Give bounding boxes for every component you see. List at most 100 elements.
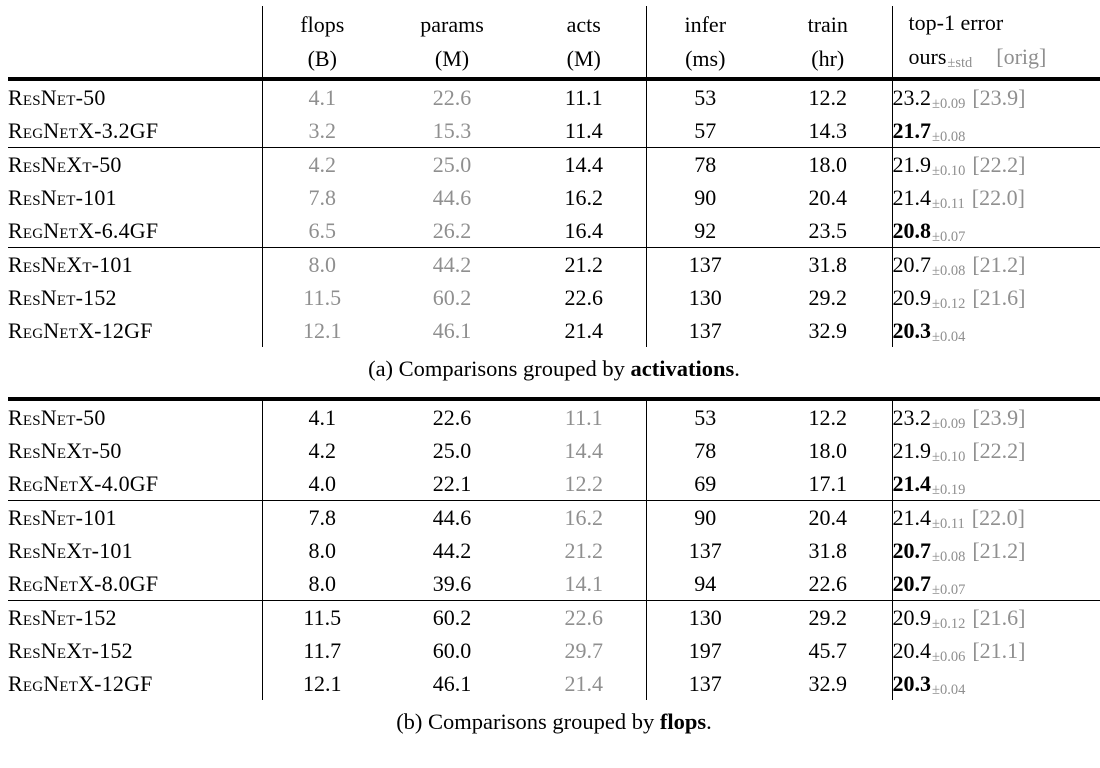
train-value: 29.2 bbox=[808, 604, 848, 630]
flops-value: 6.5 bbox=[261, 214, 382, 248]
caption-b-suffix: . bbox=[706, 709, 712, 734]
params-value: 25.0 bbox=[432, 151, 472, 177]
error-ours-value: 20.7 bbox=[892, 537, 932, 563]
params-value: 26.2 bbox=[382, 214, 522, 248]
caption-a-keyword: activations bbox=[630, 356, 735, 381]
header-model-col bbox=[8, 6, 262, 81]
train-value: 14.3 bbox=[764, 114, 892, 148]
error-std-value: ±0.06 bbox=[932, 648, 966, 665]
error-orig-value: [23.9] bbox=[972, 404, 1026, 430]
table-b-body: ResNet-50 4.1 22.6 11.1 53 12.2 23.2±0.09 [23.9… bbox=[8, 399, 1100, 700]
model-name: RegNetX-4.0GF bbox=[8, 467, 262, 501]
header-train-unit: (hr) bbox=[811, 45, 845, 71]
error-orig-value: [21.6] bbox=[972, 604, 1026, 630]
model-name: ResNet-101 bbox=[8, 184, 117, 210]
error-std-value: ±0.07 bbox=[932, 228, 966, 245]
table-row: ResNeXt-50 4.2 25.0 14.4 78 18.0 21.9±0.10 [22.… bbox=[8, 434, 1100, 467]
header-top1-error-label: top-1 error bbox=[908, 10, 1004, 35]
table-row: ResNet-50 4.1 22.6 11.1 53 12.2 23.2±0.09 [23.9… bbox=[8, 399, 1100, 434]
flops-value: 12.1 bbox=[261, 667, 382, 700]
infer-value: 57 bbox=[645, 114, 764, 148]
header-acts-unit: (M) bbox=[566, 45, 601, 71]
model-name: RegNetX-3.2GF bbox=[8, 114, 262, 148]
error-ours-value: 20.7 bbox=[892, 251, 932, 277]
table-row: RegNetX-3.2GF 3.2 15.3 11.4 57 14.3 21.7±0.08 bbox=[8, 114, 1100, 148]
table-row: RegNetX-6.4GF 6.5 26.2 16.4 92 23.5 20.8±0.07 bbox=[8, 214, 1100, 248]
error-ours-value: 20.9 bbox=[892, 284, 932, 310]
table-row: RegNetX-4.0GF 4.0 22.1 12.2 69 17.1 21.4±0.19 bbox=[8, 467, 1100, 501]
error-ours-value: 21.4 bbox=[892, 470, 932, 496]
flops-value: 11.5 bbox=[261, 281, 382, 314]
error-std-value: ±0.10 bbox=[932, 162, 966, 179]
header-params-unit: (M) bbox=[434, 45, 470, 71]
model-name: RegNetX-12GF bbox=[8, 670, 153, 696]
params-value: 60.2 bbox=[432, 284, 472, 310]
error-ours-value: 21.4 bbox=[892, 504, 932, 530]
acts-value: 22.6 bbox=[564, 284, 604, 310]
error-ours-value: 20.4 bbox=[892, 637, 932, 663]
error-std-value: ±0.08 bbox=[932, 548, 966, 565]
caption-a-suffix: . bbox=[734, 356, 740, 381]
acts-value: 12.2 bbox=[522, 467, 646, 501]
model-name: ResNeXt-152 bbox=[8, 637, 133, 663]
train-value: 18.0 bbox=[808, 437, 848, 463]
error-std-value: ±0.10 bbox=[932, 448, 966, 465]
table-row: ResNeXt-101 8.0 44.2 21.2 137 31.8 20.7±0.08 [2… bbox=[8, 247, 1100, 281]
acts-value: 11.1 bbox=[564, 404, 603, 430]
error-std-value: ±0.04 bbox=[932, 681, 966, 698]
train-value: 12.2 bbox=[808, 84, 848, 110]
error-std-value: ±0.11 bbox=[932, 515, 965, 532]
error-std-value: ±0.09 bbox=[932, 95, 966, 112]
top1-error-value: 20.9±0.12 [21.6] bbox=[891, 281, 1100, 314]
error-std-value: ±0.12 bbox=[932, 295, 966, 312]
train-value: 31.8 bbox=[808, 537, 848, 563]
params-value: 44.2 bbox=[432, 251, 472, 277]
error-orig-value: [22.2] bbox=[972, 437, 1026, 463]
table-row: ResNeXt-50 4.2 25.0 14.4 78 18.0 21.9±0.10 [22.… bbox=[8, 147, 1100, 181]
error-orig-value: [21.1] bbox=[972, 637, 1026, 663]
acts-value: 16.4 bbox=[522, 214, 646, 248]
error-std-value: ±0.08 bbox=[932, 262, 966, 279]
error-ours-value: 21.9 bbox=[892, 151, 932, 177]
top1-error-value: 20.7±0.08 [21.2] bbox=[891, 534, 1100, 567]
top1-error-value: 20.4±0.06 [21.1] bbox=[891, 634, 1100, 667]
params-value: 60.2 bbox=[432, 604, 472, 630]
header-train-label: train bbox=[807, 11, 848, 37]
params-value: 60.0 bbox=[432, 637, 472, 663]
train-value: 20.4 bbox=[808, 184, 848, 210]
flops-value: 11.7 bbox=[261, 634, 382, 667]
error-ours-value: 21.4 bbox=[892, 184, 932, 210]
params-value: 44.6 bbox=[432, 184, 472, 210]
train-value: 18.0 bbox=[808, 151, 848, 177]
header-ours-label: ours bbox=[908, 44, 947, 69]
header-ours-orig-line: ours±std [orig] bbox=[893, 40, 1100, 77]
header-acts-label: acts bbox=[566, 11, 601, 37]
flops-value: 3.2 bbox=[261, 114, 382, 148]
table-row: ResNet-152 11.5 60.2 22.6 130 29.2 20.9±0.12 [2… bbox=[8, 281, 1100, 314]
top1-error-value: 20.3±0.04 bbox=[891, 667, 1100, 700]
flops-value: 12.1 bbox=[261, 314, 382, 347]
flops-value: 8.0 bbox=[261, 567, 382, 601]
header-params: params (M) bbox=[382, 6, 522, 81]
model-name: RegNetX-8.0GF bbox=[8, 567, 262, 601]
top1-error-value: 21.4±0.11 [22.0] bbox=[891, 181, 1100, 214]
infer-value: 197 bbox=[645, 634, 764, 667]
infer-value: 137 bbox=[645, 534, 764, 567]
top1-error-value: 20.8±0.07 bbox=[891, 214, 1100, 248]
comparison-table-a: flops (B) params (M) acts (M) infer (ms)… bbox=[8, 6, 1100, 347]
params-value: 44.6 bbox=[432, 504, 472, 530]
caption-b-keyword: flops bbox=[659, 709, 707, 734]
params-value: 39.6 bbox=[382, 567, 522, 601]
train-value: 45.7 bbox=[808, 637, 848, 663]
acts-value: 21.4 bbox=[564, 670, 604, 696]
header-params-label: params bbox=[420, 11, 484, 37]
top1-error-value: 21.4±0.19 bbox=[891, 467, 1100, 501]
acts-value: 22.6 bbox=[564, 604, 604, 630]
model-name: RegNetX-12GF bbox=[8, 317, 153, 343]
params-value: 46.1 bbox=[432, 670, 472, 696]
header-infer: infer (ms) bbox=[645, 6, 764, 81]
acts-value: 11.4 bbox=[522, 114, 646, 148]
infer-value: 137 bbox=[645, 247, 764, 281]
model-name: RegNetX-6.4GF bbox=[8, 214, 262, 248]
header-flops: flops (B) bbox=[261, 6, 382, 81]
